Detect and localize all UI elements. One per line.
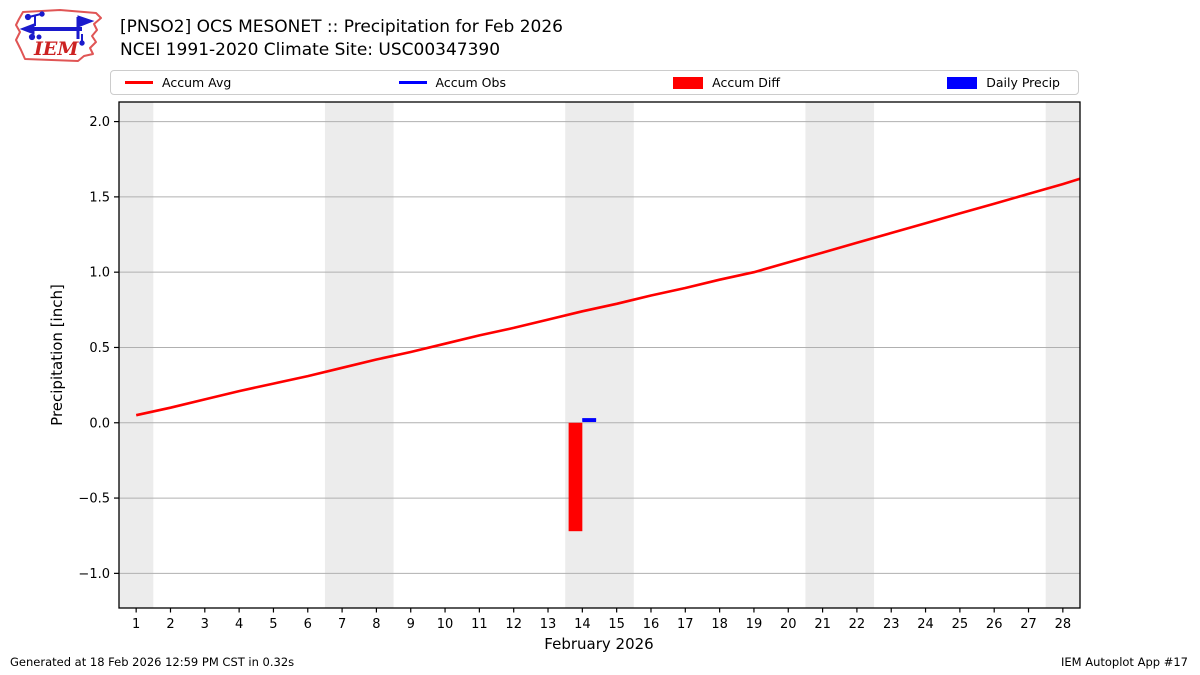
legend-label: Accum Avg [162, 75, 232, 90]
accum-diff-patch-swatch [673, 76, 704, 89]
x-tick-label: 13 [540, 617, 557, 632]
x-tick-label: 17 [677, 617, 694, 632]
legend-item-accum-avg: Accum Avg [125, 75, 231, 90]
x-tick-label: 20 [780, 617, 797, 632]
x-axis-title: February 2026 [544, 635, 654, 653]
generated-timestamp: Generated at 18 Feb 2026 12:59 PM CST in… [10, 655, 295, 669]
iem-logo-text: IEM [33, 38, 79, 60]
x-tick-label: 3 [201, 617, 209, 632]
daily-precip-patch-swatch [947, 76, 978, 89]
chart-title: [PNSO2] OCS MESONET :: Precipitation for… [120, 17, 563, 37]
iem-logo: IEM [8, 4, 110, 68]
y-tick-label: 2.0 [89, 115, 110, 130]
weekend-band [565, 102, 634, 608]
legend-label: Daily Precip [986, 75, 1060, 90]
plot-border [118, 101, 1081, 609]
weathervane-icon [19, 11, 95, 46]
x-tick-label: 5 [269, 617, 277, 632]
x-tick-label: 23 [883, 617, 900, 632]
x-tick-label: 10 [437, 617, 454, 632]
chart-subtitle: NCEI 1991-2020 Climate Site: USC00347390 [120, 40, 501, 60]
x-tick-label: 19 [746, 617, 763, 632]
x-tick-label: 24 [917, 617, 934, 632]
weekend-band [324, 102, 394, 608]
weekend-band [1045, 102, 1080, 608]
legend-item-accum-obs: Accum Obs [398, 75, 506, 90]
x-tick-label: 8 [372, 617, 380, 632]
chart-header: [PNSO2] OCS MESONET :: Precipitation for… [120, 16, 563, 62]
accum-avg-line [135, 177, 1081, 417]
x-tick-label: 22 [849, 617, 866, 632]
accum-diff-bar [568, 422, 583, 532]
x-tick-label: 7 [338, 617, 346, 632]
accum-obs-line-swatch [398, 81, 427, 84]
legend-label: Accum Diff [712, 75, 781, 90]
daily-precip-bar [582, 418, 597, 423]
chart-legend: Accum Avg Accum Obs Accum Diff Daily Pre… [110, 70, 1079, 95]
x-tick-label: 25 [952, 617, 969, 632]
y-tick-label: 0.5 [89, 341, 110, 356]
y-tick-label: −1.0 [78, 567, 110, 582]
accum-avg-line-swatch [125, 81, 153, 84]
x-tick-label: 16 [643, 617, 660, 632]
x-tick-label: 14 [574, 617, 591, 632]
x-tick-label: 9 [407, 617, 415, 632]
x-tick-label: 15 [608, 617, 625, 632]
y-axis-title: Precipitation [inch] [48, 284, 66, 426]
legend-item-accum-diff: Accum Diff [673, 75, 780, 90]
x-tick-label: 1 [132, 617, 140, 632]
legend-item-daily-precip: Daily Precip [947, 75, 1060, 90]
x-tick-label: 28 [1055, 617, 1072, 632]
x-tick-label: 4 [235, 617, 243, 632]
app-credit: IEM Autoplot App #17 [1060, 655, 1188, 669]
legend-label: Accum Obs [435, 75, 506, 90]
x-tick-label: 26 [986, 617, 1003, 632]
weekend-band [805, 102, 875, 608]
x-tick-label: 2 [166, 617, 174, 632]
x-tick-label: 6 [304, 617, 312, 632]
x-tick-label: 21 [814, 617, 831, 632]
x-tick-label: 12 [505, 617, 522, 632]
iem-logo-graphic: IEM [15, 9, 102, 62]
y-tick-label: 0.0 [89, 416, 110, 431]
x-tick-label: 18 [711, 617, 728, 632]
y-tick-label: −0.5 [78, 492, 110, 507]
x-tick-label: 27 [1020, 617, 1037, 632]
weekend-band [119, 102, 154, 608]
x-tick-label: 11 [471, 617, 488, 632]
y-tick-label: 1.0 [89, 266, 110, 281]
y-tick-label: 1.5 [89, 190, 110, 205]
